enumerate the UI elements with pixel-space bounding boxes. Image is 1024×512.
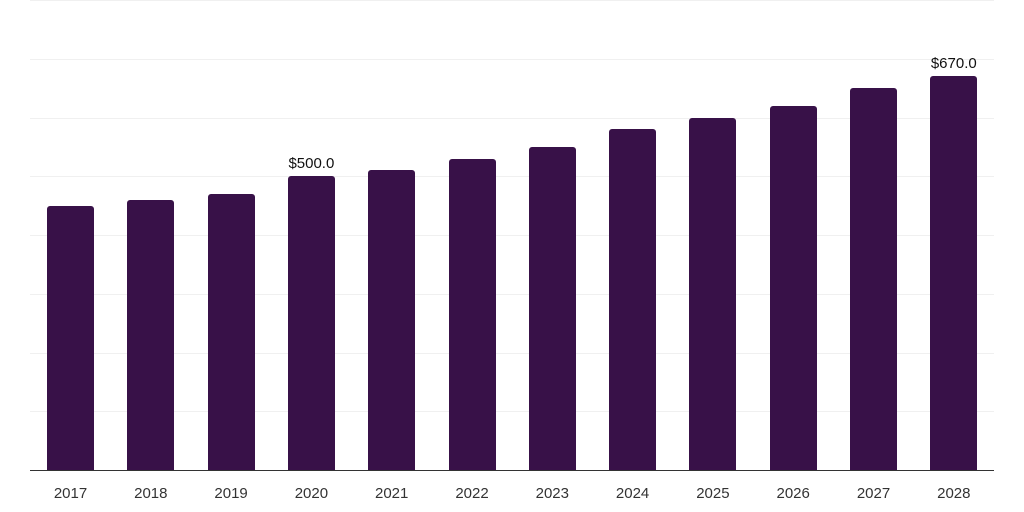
bar-2021 xyxy=(368,170,416,470)
bar-2017 xyxy=(47,205,94,470)
bar-2019 xyxy=(207,193,255,470)
x-axis-line xyxy=(30,470,994,471)
x-tick-label: 2024 xyxy=(615,485,650,502)
bar-2023 xyxy=(528,146,576,470)
gridline xyxy=(30,235,994,236)
bar-2028 xyxy=(930,76,978,470)
bar-2020 xyxy=(287,176,335,470)
gridline xyxy=(30,176,994,177)
gridline xyxy=(30,0,994,1)
bar-2022 xyxy=(448,158,496,470)
gridline xyxy=(30,59,994,60)
gridline xyxy=(30,353,994,354)
data-label: $500.0 xyxy=(288,155,335,173)
bar-2027 xyxy=(850,88,897,470)
gridline xyxy=(30,118,994,119)
x-tick-label: 2020 xyxy=(294,485,329,502)
bar-2018 xyxy=(127,199,175,470)
x-tick-label: 2028 xyxy=(937,485,971,502)
bar-2025 xyxy=(689,117,737,470)
x-tick-label: 2026 xyxy=(776,485,810,502)
x-tick-label: 2025 xyxy=(696,485,730,502)
data-label: $670.0 xyxy=(930,55,977,73)
x-tick-label: 2022 xyxy=(455,485,489,502)
x-tick-label: 2021 xyxy=(375,485,409,502)
bar-2024 xyxy=(609,129,657,470)
x-tick-label: 2018 xyxy=(134,485,168,502)
bar-2026 xyxy=(769,105,817,470)
gridline xyxy=(30,411,994,412)
x-tick-label: 2023 xyxy=(535,485,569,502)
gridline xyxy=(30,294,994,295)
x-tick-label: 2027 xyxy=(856,485,891,502)
x-tick-label: 2017 xyxy=(53,485,88,502)
x-tick-label: 2019 xyxy=(214,485,248,502)
